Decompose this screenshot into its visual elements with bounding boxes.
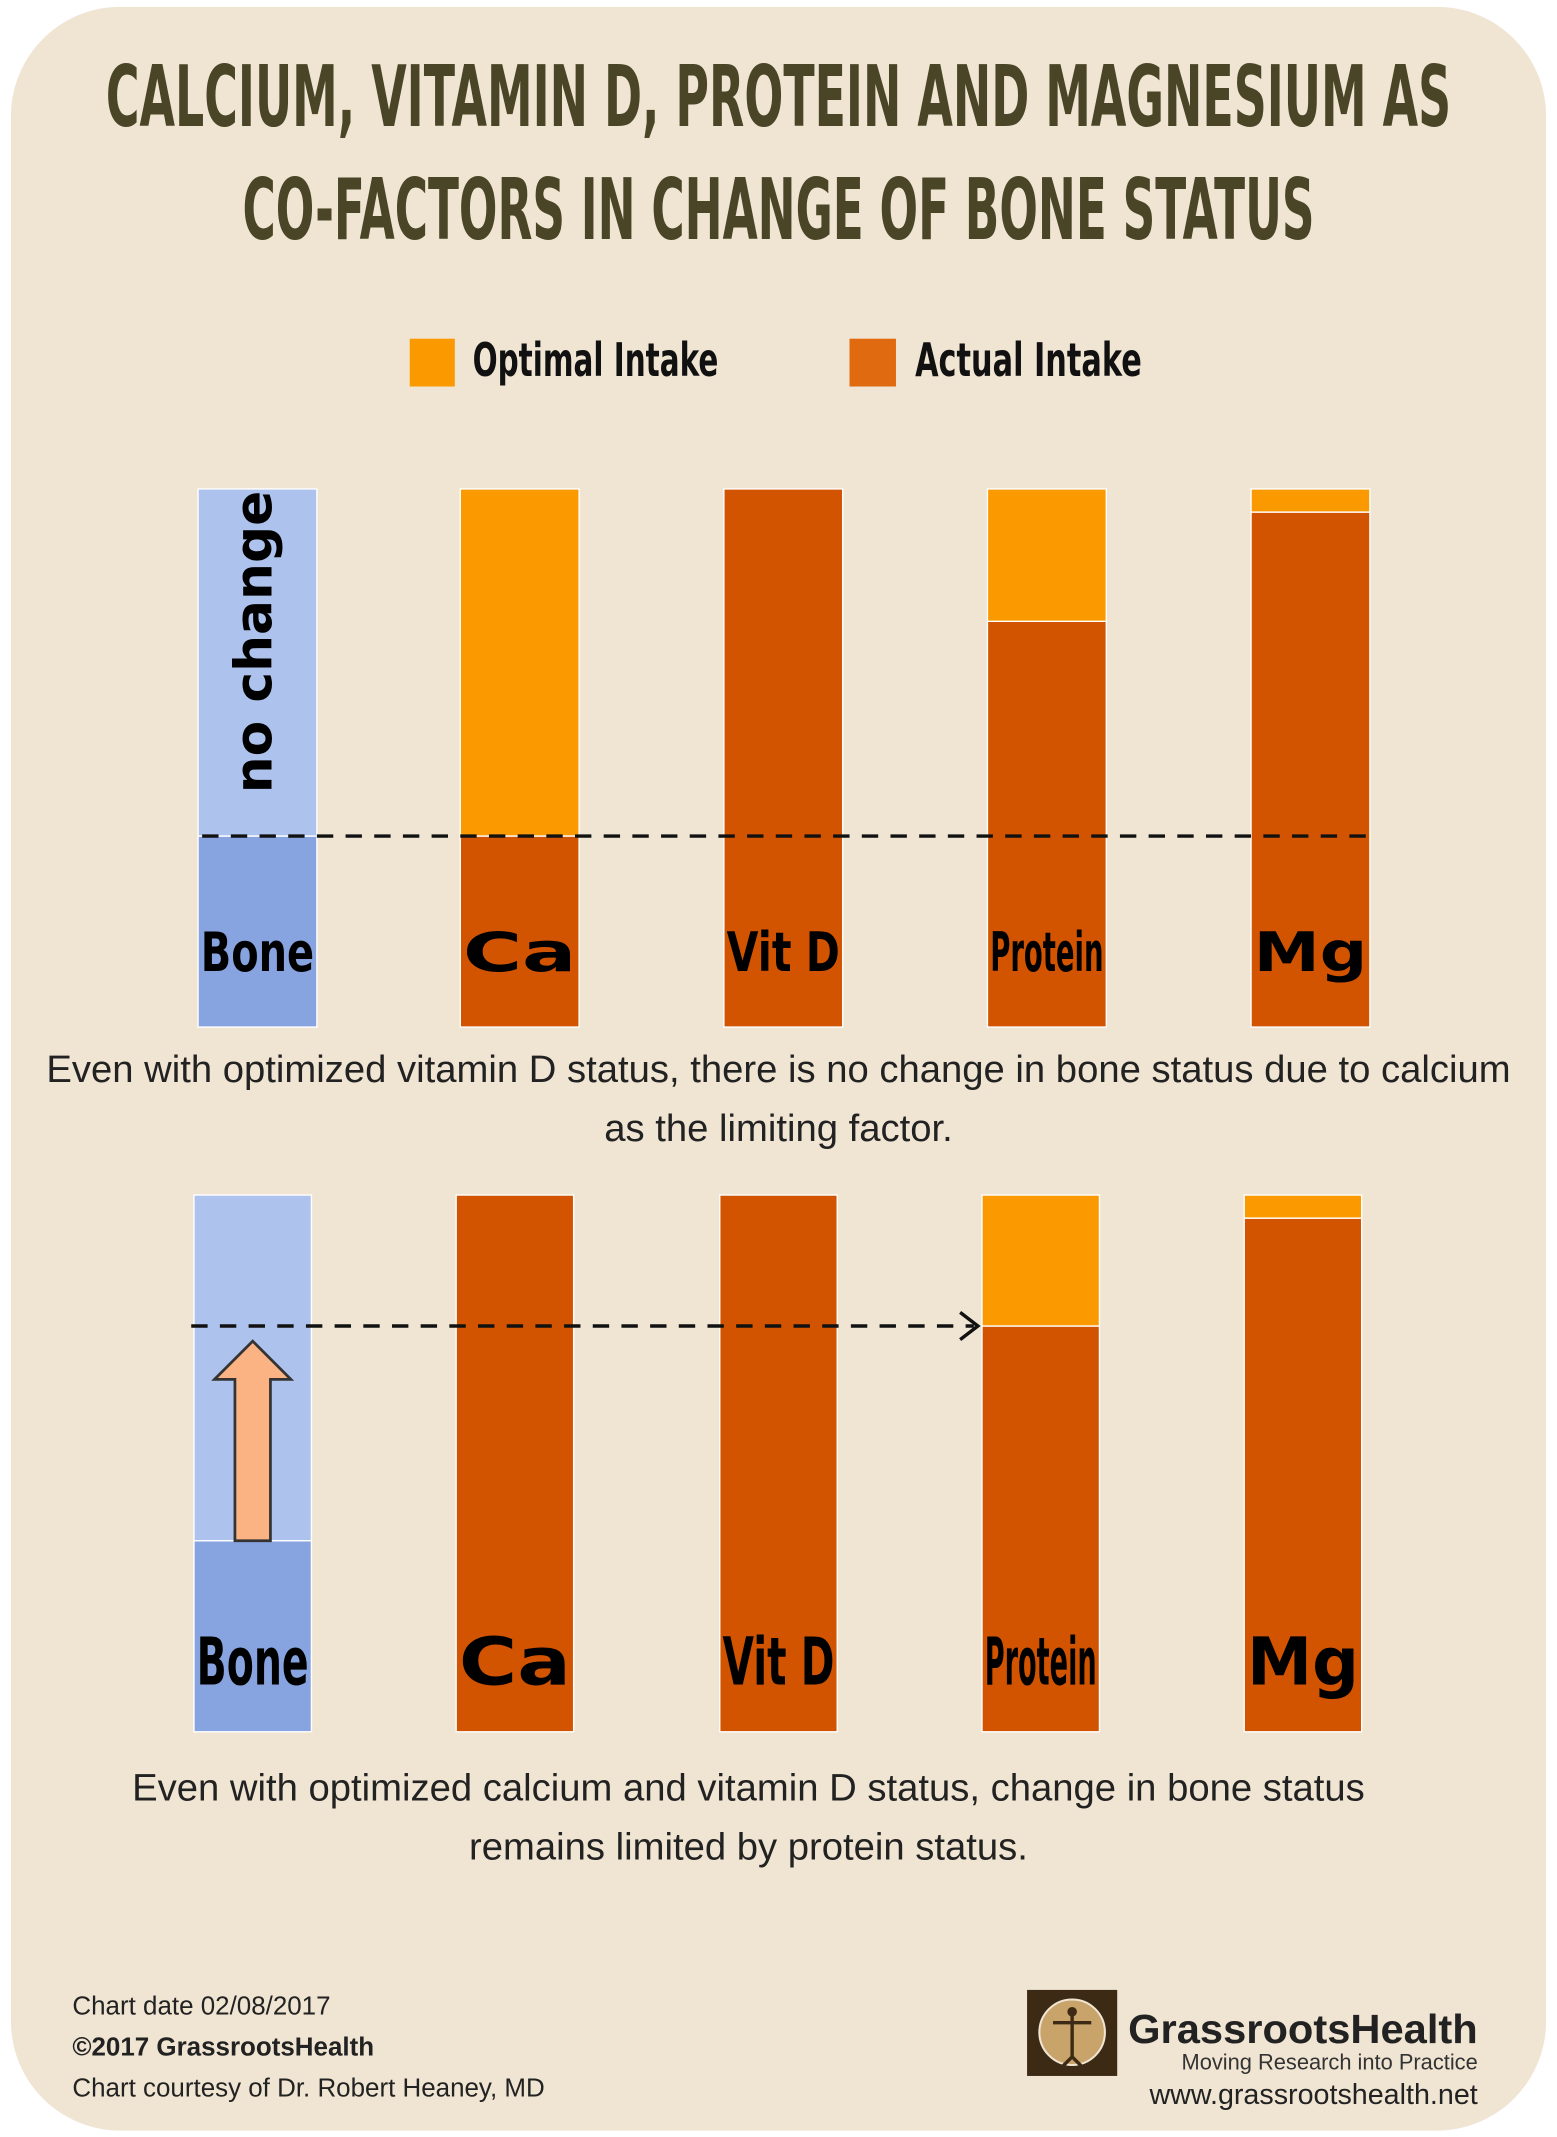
caption: Even with optimized calcium and vitamin … [132,1767,1365,1810]
courtesy: Chart courtesy of Dr. Robert Heaney, MD [72,2074,544,2102]
category-label: Mg [1247,1624,1359,1700]
legend-swatch [849,338,896,387]
caption: Even with optimized vitamin D status, th… [46,1048,1510,1091]
bar-segment [459,835,580,1028]
title-line: CALCIUM, VITAMIN D, PROTEIN AND MAGNESIU… [106,47,1451,146]
category-label: Ca [459,1624,571,1700]
brand: GrassrootsHealth [1128,2006,1478,2052]
tagline: Moving Research into Practice [1182,2049,1478,2074]
bar-segment [455,1194,575,1733]
chart-date: Chart date 02/08/2017 [72,1993,330,2021]
category-label: Ca [463,920,576,984]
bar-segment [986,620,1107,1028]
bar-segment [1250,488,1371,513]
logo-figure [1053,2007,1092,2069]
legend-label: Optimal Intake [473,333,719,387]
bar-segment [981,1194,1101,1327]
title-line: CO-FACTORS IN CHANGE OF BONE STATUS [242,160,1314,259]
category-label: Vit D [727,920,840,984]
category-label: Bone [197,1624,309,1700]
logo-head [1067,2006,1077,2017]
growth-arrow [211,1339,295,1543]
bone-segment [197,835,318,1028]
category-label: Protein [990,920,1103,984]
legend-swatch [409,338,455,387]
bone-segment [197,488,318,837]
annotation: no change [224,491,284,794]
category-label: Protein [985,1624,1097,1700]
arrowhead [959,1310,981,1342]
bar-segment [1250,511,1371,1028]
caption: as the limiting factor. [604,1107,953,1150]
caption: remains limited by protein status. [469,1825,1028,1868]
copyright: ©2017 GrassrootsHealth [72,2033,374,2061]
bar-segment [986,488,1107,622]
bar-segment [1243,1194,1363,1219]
category-label: Mg [1254,920,1367,984]
url: www.grassrootshealth.net [1148,2079,1477,2111]
bar-segment [459,488,580,837]
bone-segment [193,1540,313,1733]
bar-segment [723,488,844,1028]
bar-segment [719,1194,838,1733]
category-label: Bone [201,920,314,984]
legend-label: Actual Intake [915,333,1142,387]
bar-segment [1243,1217,1363,1733]
bar-segment [981,1325,1101,1733]
background [10,6,1547,2131]
logo [1027,1989,1118,2076]
category-label: Vit D [723,1624,835,1700]
charts: Bone Ca Vit D Protein Mg no change Even with o… [46,488,1511,1868]
